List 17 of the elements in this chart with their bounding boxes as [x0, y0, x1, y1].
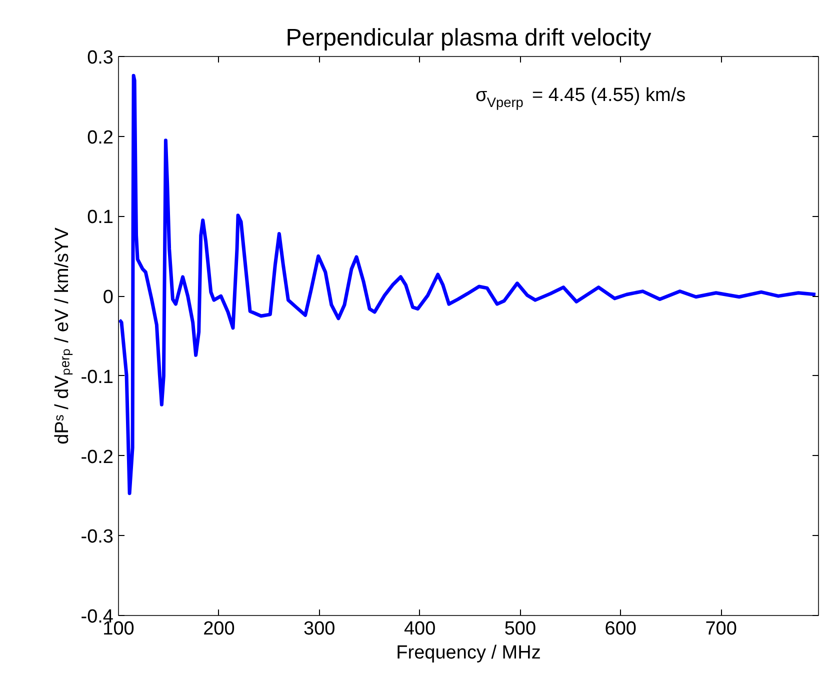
y-tick-label: 0.3	[87, 48, 114, 68]
y-tick-label: 0.2	[87, 127, 114, 148]
x-tick-label: 300	[304, 618, 336, 640]
y-tick-label: -0.1	[80, 366, 114, 388]
y-axis-title: dPˢ / dVₚₑᵣₚ / eV / km/sYV	[52, 227, 73, 444]
y-tick-label: -0.2	[80, 446, 114, 468]
y-tick-label: 0.1	[87, 207, 114, 228]
line-series	[118, 74, 818, 496]
x-tick-label: 500	[504, 618, 536, 640]
y-tick-label: -0.3	[80, 526, 114, 548]
x-tick-label: 400	[404, 618, 436, 640]
x-tick-label: 600	[604, 618, 637, 640]
y-tick-label: 0	[102, 287, 114, 308]
x-tick-label: 700	[705, 618, 737, 640]
x-axis-title: Frequency / MHz	[396, 642, 541, 664]
x-tick-label: 200	[203, 618, 235, 640]
chart-title: Perpendicular plasma drift velocity	[286, 24, 652, 52]
